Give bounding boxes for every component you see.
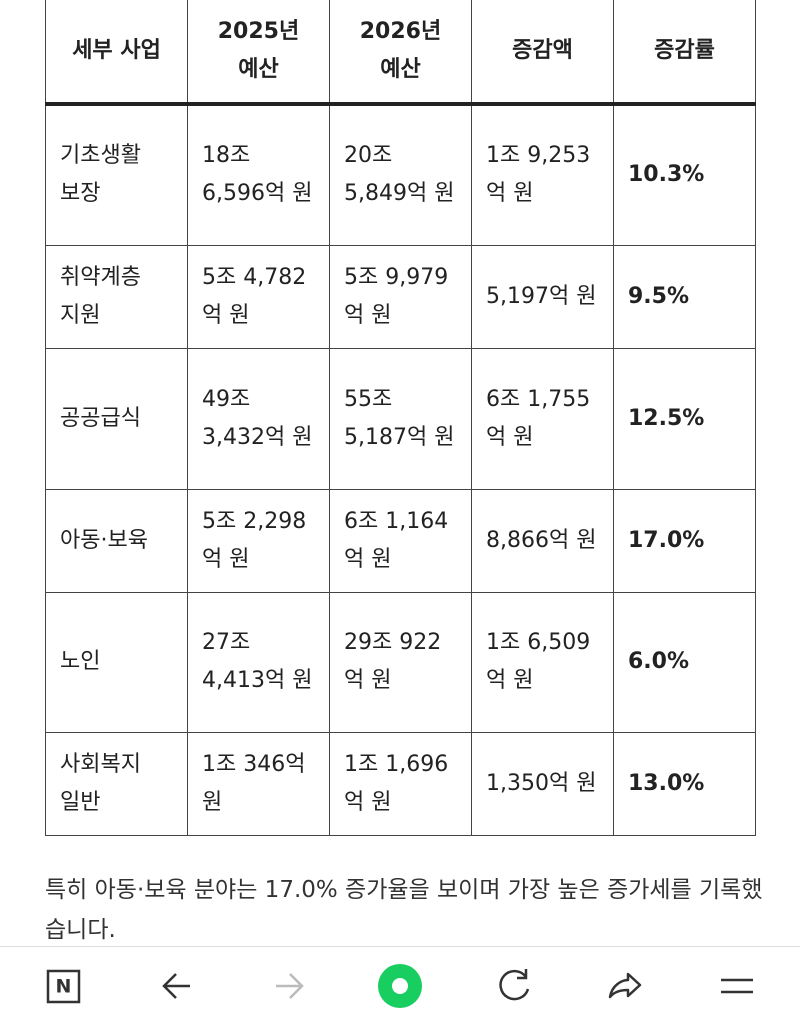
cell: 공공급식 [45,347,188,490]
paragraph: 특히 아동·보육 분야는 17.0% 증가율을 보이며 가장 높은 증가세를 기… [45,877,763,943]
header-cell: 세부 사업 [45,0,188,106]
cell: 8,866억 원 [471,488,614,593]
table-row: 사회복지 일반 1조 346억 원 1조 1,696 억 원 1,350억 원 13.0… [45,731,756,836]
header-cell: 증감액 [471,0,614,106]
cell: 사회복지 일반 [45,731,188,836]
cell: 55조 5,187억 원 [329,347,472,490]
forward-button[interactable] [276,973,304,999]
back-button[interactable] [162,973,190,999]
cell: 5조 2,298 억 원 [187,488,330,593]
menu-button[interactable] [721,978,753,994]
header-cell: 2025년 예산 [187,0,330,106]
cell: 1조 1,696 억 원 [329,731,472,836]
header-row: 세부 사업 2025년 예산 2026년 예산 증감액 증감률 [45,0,756,106]
cell: 5조 4,782 억 원 [187,244,330,349]
table-body: 기초생활 보장 18조 6,596억 원 20조 5,849억 원 1조 9,253 … [45,103,756,836]
rate-cell: 9.5% [613,244,756,349]
table-row: 아동·보육 5조 2,298 억 원 6조 1,164 억 원 8,866억 원 17.… [45,488,756,593]
share-button[interactable] [608,972,642,999]
nav-icons: N [46,964,753,1008]
cell: 기초생활 보장 [45,103,188,246]
cell: 29조 922 억 원 [329,591,472,733]
rate-cell: 10.3% [613,103,756,246]
rate-cell: 12.5% [613,347,756,490]
cell: 20조 5,849억 원 [329,103,472,246]
bottom-nav: N [0,946,800,1021]
logo-text: N [56,976,72,998]
table-row: 노인 27조 4,413억 원 29조 922 억 원 1조 6,509 억 원 6.0… [45,591,756,733]
rate-cell: 13.0% [613,731,756,836]
cell: 1,350억 원 [471,731,614,836]
cell: 1조 6,509 억 원 [471,591,614,733]
cell: 5조 9,979 억 원 [329,244,472,349]
header-cell: 2026년 예산 [329,0,472,106]
rate-cell: 6.0% [613,591,756,733]
cell: 6조 1,164 억 원 [329,488,472,593]
table-row: 공공급식 49조 3,432억 원 55조 5,187억 원 6조 1,755 억 원… [45,347,756,490]
cell: 49조 3,432억 원 [187,347,330,490]
table-row: 기초생활 보장 18조 6,596억 원 20조 5,849억 원 1조 9,253 … [45,103,756,246]
cell: 6조 1,755 억 원 [471,347,614,490]
budget-table: 세부 사업 2025년 예산 2026년 예산 증감액 증감률 기초생활 보장 18조 6… [45,0,756,836]
cell: 노인 [45,591,188,733]
home-button[interactable] [378,964,422,1008]
cell: 1조 9,253 억 원 [471,103,614,246]
logo-button[interactable]: N [46,969,81,1004]
header-cell: 증감률 [613,0,756,106]
cell: 18조 6,596억 원 [187,103,330,246]
cell: 취약계층 지원 [45,244,188,349]
rate-cell: 17.0% [613,488,756,593]
refresh-button[interactable] [499,969,530,1001]
cell: 27조 4,413억 원 [187,591,330,733]
cell: 아동·보육 [45,488,188,593]
cell: 1조 346억 원 [187,731,330,836]
cell: 5,197억 원 [471,244,614,349]
